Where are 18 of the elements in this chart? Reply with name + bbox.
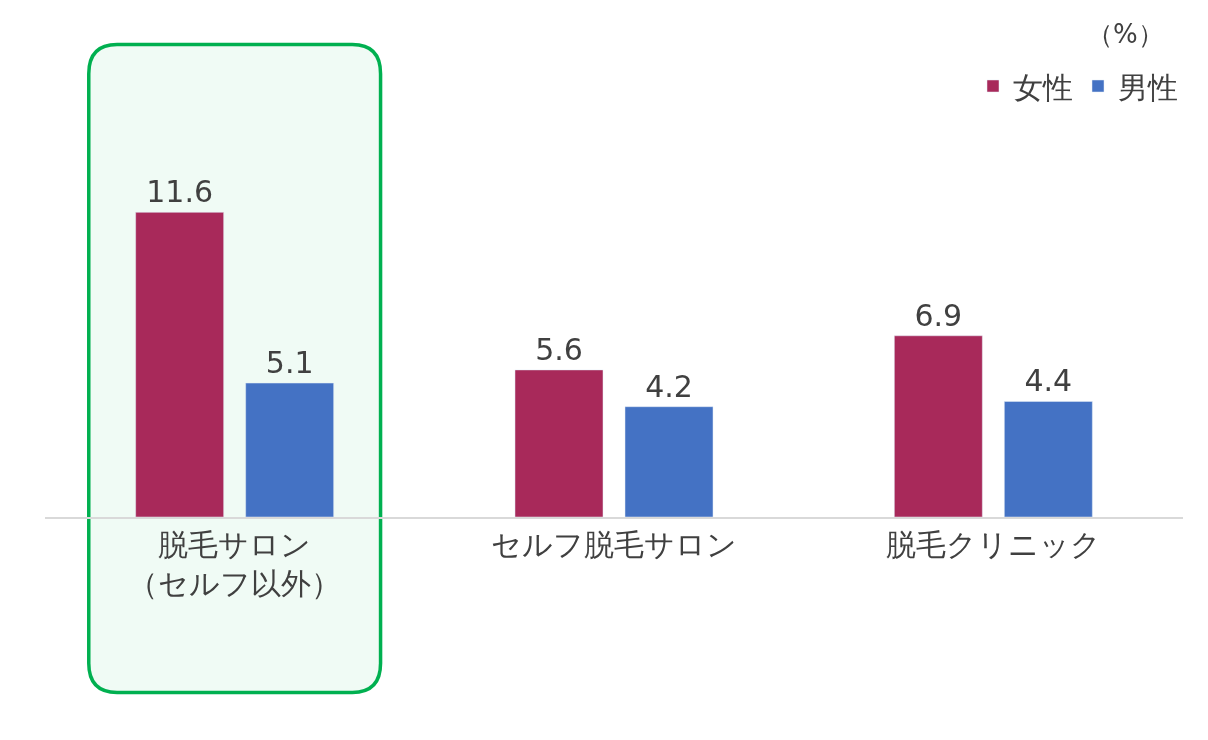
data-label: 11.6 — [146, 174, 214, 210]
data-label: 5.6 — [535, 331, 583, 367]
bar — [624, 406, 714, 517]
bar — [514, 369, 604, 517]
x-tick-label: セルフ脱毛サロン — [491, 527, 737, 562]
x-tick-label: 脱毛サロン（セルフ以外） — [128, 527, 342, 601]
data-label: 4.4 — [1024, 363, 1073, 399]
x-tick-label: 脱毛クリニック — [885, 527, 1101, 562]
data-label: 4.2 — [645, 368, 693, 404]
legend-label: 女性 — [1013, 69, 1073, 105]
text: （%） — [1087, 19, 1164, 49]
data-label: 5.1 — [265, 345, 314, 381]
bar — [1004, 401, 1093, 517]
legend-label: 男性 — [1118, 69, 1178, 105]
data-label: 6.9 — [914, 297, 963, 333]
bar — [245, 382, 334, 517]
bar — [894, 335, 983, 517]
bar — [135, 212, 224, 517]
